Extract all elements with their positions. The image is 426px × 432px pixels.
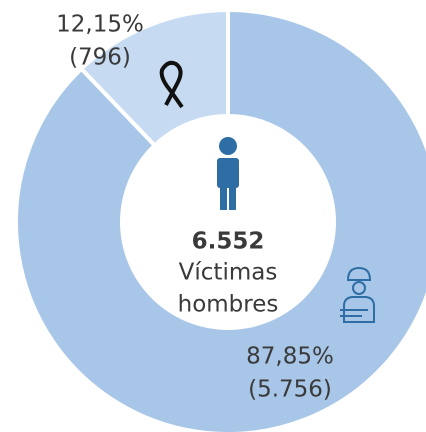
count-label: (796): [69, 45, 131, 71]
center-text: Víctimas: [179, 260, 278, 286]
total-label: 6.552: [192, 229, 265, 255]
value-label: 12,15%: [56, 12, 144, 38]
donut-hole: [120, 114, 336, 330]
value-label: 87,85%: [246, 344, 334, 370]
worker-icon: [340, 266, 375, 323]
center-text: hombres: [178, 292, 279, 318]
ribbon-icon: [159, 60, 184, 109]
count-label: (5.756): [248, 377, 332, 403]
person-icon: [217, 137, 239, 210]
